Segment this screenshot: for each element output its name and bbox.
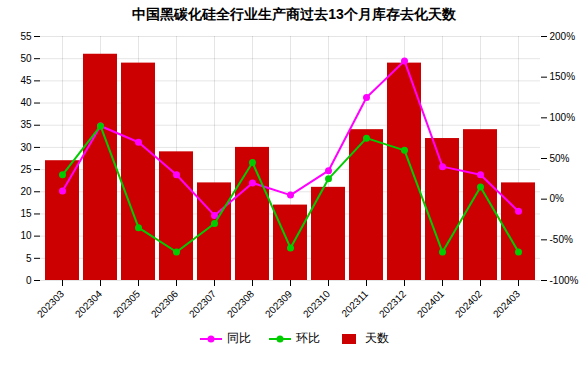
- svg-text:200%: 200%: [550, 31, 576, 42]
- svg-text:202303: 202303: [35, 288, 67, 320]
- html-text:同比: 同比: [226, 331, 251, 345]
- svg-text:-100%: -100%: [550, 275, 579, 286]
- svg-text:-50%: -50%: [550, 234, 573, 245]
- svg-text:40: 40: [20, 97, 32, 108]
- svg-text:202304: 202304: [73, 288, 105, 320]
- svg-text:202403: 202403: [491, 288, 523, 320]
- svg-text:202311: 202311: [339, 288, 370, 319]
- svg-text:20: 20: [20, 186, 32, 197]
- html-text:天数: 天数: [364, 331, 389, 345]
- svg-text:202310: 202310: [301, 288, 333, 320]
- svg-text:202306: 202306: [149, 288, 181, 320]
- svg-text:0: 0: [26, 275, 32, 286]
- svg-text:202307: 202307: [187, 288, 219, 320]
- html-text:中国黑碳化硅全行业生产商过去13个月库存去化天数: 中国黑碳化硅全行业生产商过去13个月库存去化天数: [132, 6, 456, 22]
- svg-text:202402: 202402: [453, 288, 485, 320]
- svg-text:15: 15: [20, 208, 32, 219]
- svg-text:202305: 202305: [111, 288, 143, 320]
- svg-text:35: 35: [20, 119, 32, 130]
- svg-text:150%: 150%: [550, 71, 576, 82]
- svg-text:5: 5: [26, 253, 32, 264]
- svg-text:202309: 202309: [263, 288, 295, 320]
- svg-text:202308: 202308: [225, 288, 257, 320]
- svg-text:50: 50: [20, 53, 32, 64]
- svg-text:202401: 202401: [415, 288, 447, 320]
- svg-text:25: 25: [20, 164, 32, 175]
- svg-text:55: 55: [20, 31, 32, 42]
- svg-text:100%: 100%: [550, 112, 576, 123]
- svg-text:30: 30: [20, 142, 32, 153]
- svg-text:10: 10: [20, 230, 32, 241]
- html-text:环比: 环比: [295, 331, 320, 345]
- svg-text:0%: 0%: [550, 193, 565, 204]
- svg-text:45: 45: [20, 75, 32, 86]
- svg-text:50%: 50%: [550, 153, 570, 164]
- svg-text:202312: 202312: [377, 288, 409, 320]
